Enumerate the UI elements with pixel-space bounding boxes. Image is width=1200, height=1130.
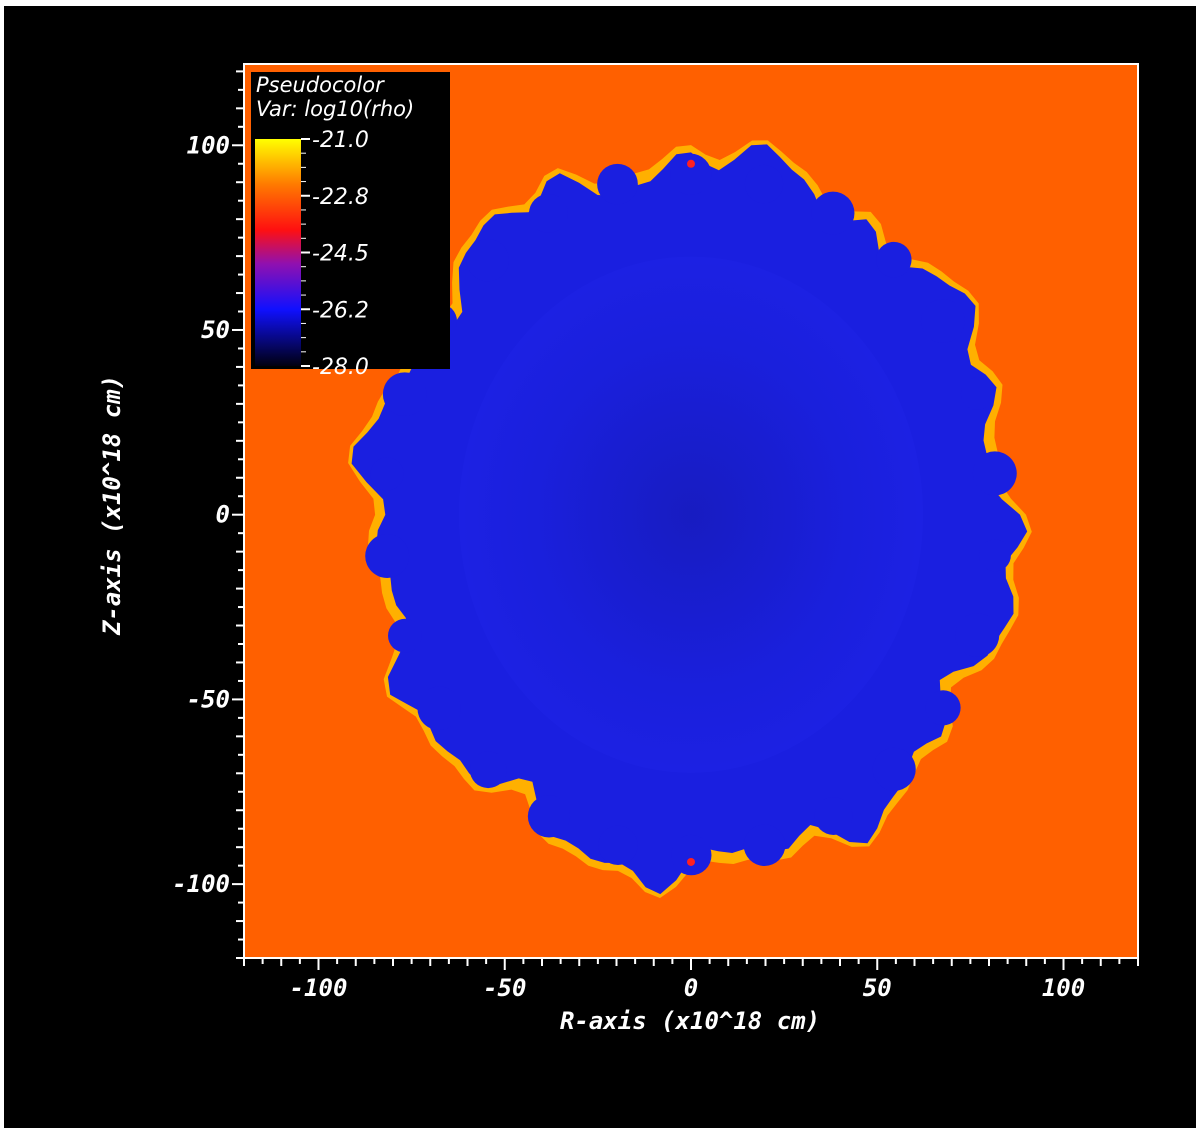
bubble-edge-lobe xyxy=(382,372,427,417)
bubble-edge-lobe xyxy=(920,299,965,344)
x-axis-ticks xyxy=(243,958,1139,970)
y-axis-tick-labels: -100 -50 0 50 100 xyxy=(172,131,230,898)
colorbar xyxy=(255,139,301,366)
y-tick-label: 100 xyxy=(187,131,230,159)
bubble-edge-lobe xyxy=(811,191,855,235)
bubble-edge-lobe xyxy=(671,834,712,876)
bubble-edge-lobe xyxy=(814,797,853,835)
bubble-edge-lobe xyxy=(670,153,712,195)
colorbar-tick-label: -22.8 xyxy=(312,185,369,210)
y-axis-title: Z-axis (x10^18 cm) xyxy=(98,375,126,636)
colorbar-legend: Pseudocolor Var: log10(rho) -21.0-22.8-2… xyxy=(251,72,450,380)
x-axis-tick-labels: -100 -50 0 50 100 xyxy=(290,974,1086,1002)
y-axis-ticks xyxy=(232,70,244,959)
bubble-edge-lobe xyxy=(466,238,510,282)
bubble-edge-lobe xyxy=(960,377,994,410)
colorbar-tick-label: -28.0 xyxy=(312,355,369,380)
x-tick-label: 0 xyxy=(684,974,698,1002)
bubble-edge-lobe xyxy=(597,163,638,205)
colorbar-tick-label: -21.0 xyxy=(312,128,369,153)
colorbar-ticks: -21.0 -22.8 -24.5 -26.2 -28.0 xyxy=(301,128,369,380)
bubble-edge-lobe xyxy=(972,451,1017,496)
x-tick-label: 50 xyxy=(863,974,892,1002)
bubble-edge-lobe xyxy=(925,690,961,726)
bubble-edge-lobe xyxy=(876,241,912,278)
bubble-edge-lobe xyxy=(872,747,916,791)
x-tick-label: 100 xyxy=(1042,974,1085,1002)
bubble-edge-lobe xyxy=(469,751,507,789)
colorbar-tick-label: -24.5 xyxy=(312,242,369,267)
bubble-edge-lobe xyxy=(417,686,461,731)
bubble-edge-lobe xyxy=(744,164,784,204)
bubble-core-shading xyxy=(459,256,923,773)
bubble-edge-lobe xyxy=(527,795,571,838)
render-window: -100 -50 0 50 100 -100 -50 0 50 100 R-axis (x10^… xyxy=(4,6,1196,1128)
polar-spot-top xyxy=(687,159,695,168)
bubble-edge-lobe xyxy=(978,539,1011,572)
x-tick-label: -100 xyxy=(290,974,348,1002)
x-axis-title: R-axis (x10^18 cm) xyxy=(560,1007,820,1035)
bubble-edge-lobe xyxy=(743,824,786,866)
y-tick-label: 0 xyxy=(216,501,230,529)
bubble-edge-lobe xyxy=(365,534,410,578)
bubble-edge-lobe xyxy=(955,613,1000,658)
legend-plot-kind: Pseudocolor xyxy=(256,73,385,97)
y-tick-label: 50 xyxy=(201,316,230,344)
legend-variable: Var: log10(rho) xyxy=(256,97,414,121)
bubble-edge-lobe xyxy=(370,457,404,491)
polar-spot-bottom xyxy=(687,857,695,866)
y-tick-label: -100 xyxy=(172,870,230,898)
pseudocolor-plot: -100 -50 0 50 100 -100 -50 0 50 100 R-axis (x10^… xyxy=(98,63,1139,1035)
low-density-bubble xyxy=(348,140,1032,898)
bubble-edge-lobe xyxy=(598,825,638,866)
x-tick-label: -50 xyxy=(483,974,526,1002)
y-tick-label: -50 xyxy=(187,685,230,713)
bubble-edge-lobe xyxy=(388,618,422,653)
bubble-edge-lobe xyxy=(528,193,569,233)
colorbar-tick-label: -26.2 xyxy=(312,298,369,323)
